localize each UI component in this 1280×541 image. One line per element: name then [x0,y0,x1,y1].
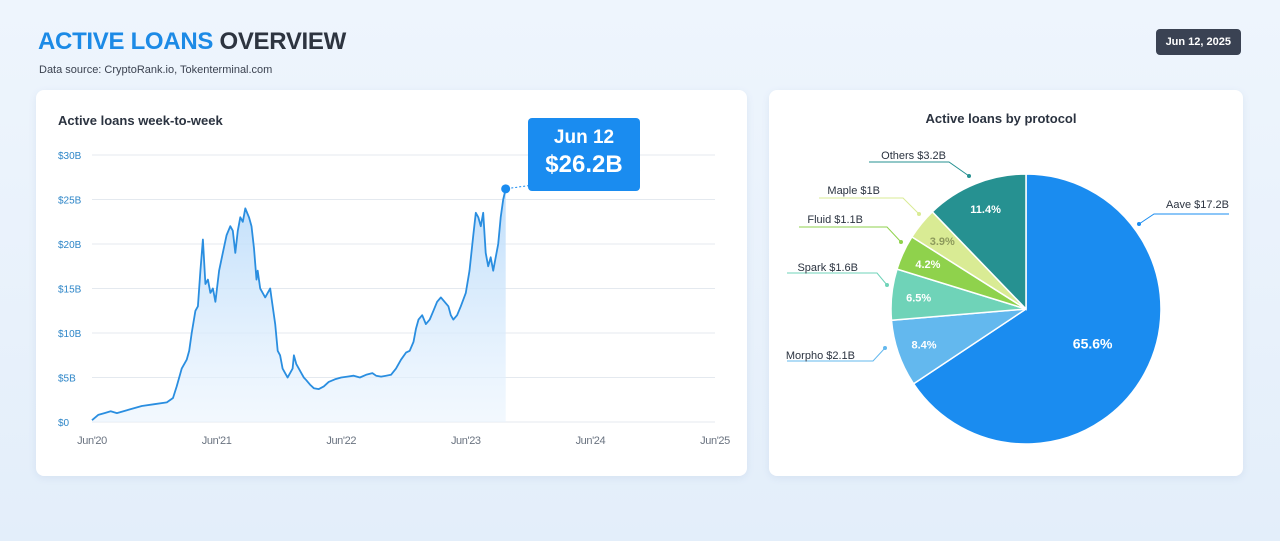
callout-label: Aave $17.2B [1166,199,1229,211]
page-title: ACTIVE LOANS OVERVIEW [38,28,346,56]
callout-label: Morpho $2.1B [786,350,855,362]
x-tick-label: Jun'25 [700,435,730,447]
callout-line [787,272,888,286]
y-tick-label: $20B [58,240,82,251]
title-accent: ACTIVE LOANS [38,28,214,55]
callout-line [819,197,920,215]
slice-percent-label: 8.4% [911,340,936,352]
y-tick-label: $30B [58,151,82,162]
pie-chart: Active loans by protocol 65.6% Aave $17.2B… [786,111,1229,445]
y-tick-label: $15B [58,285,82,296]
callout-dot [899,240,903,244]
slice-percent-label: 65.6% [1073,336,1113,352]
y-tick-label: $5B [58,374,76,385]
callout-line [1138,213,1229,225]
area-fill [92,188,506,422]
callout-dot [967,174,971,178]
line-chart-card: Active loans week-to-week $0 $5B $10B $15B $2… [36,90,747,476]
x-tick-label: Jun'20 [77,435,107,447]
slice-percent-label: 3.9% [930,236,955,248]
callout-line [869,161,970,177]
data-source: Data source: CryptoRank.io, Tokentermina… [39,64,273,76]
callout-dot [917,212,921,216]
callout-dot [883,346,887,350]
pie-slice-aave [912,173,1162,445]
tooltip-date: Jun 12 [553,127,615,148]
tooltip-value: $26.2B [545,151,623,178]
line-chart: Active loans week-to-week $0 $5B $10B $15B $2… [58,113,731,447]
title-rest: OVERVIEW [219,28,346,55]
x-tick-label: Jun'22 [326,435,356,447]
pie-slice-others [931,173,1027,311]
last-point-marker [501,184,511,194]
date-badge: Jun 12, 2025 [1155,29,1241,55]
x-tick-label: Jun'21 [202,435,232,447]
y-tick-label: $0 [58,418,70,429]
x-tick-label: Jun'23 [451,435,481,447]
y-tick-label: $10B [58,329,82,340]
slice-percent-label: 6.5% [906,292,931,304]
callout-label: Maple $1B [827,185,880,197]
callout-dot [885,283,889,287]
series-line [91,188,507,421]
pie-chart-card: Active loans by protocol 65.6% Aave $17.2B… [769,90,1243,476]
pie-chart-title: Active loans by protocol [926,111,1077,126]
x-tick-label: Jun'24 [576,435,606,447]
callout-label: Spark $1.6B [797,262,858,274]
y-tick-label: $25B [58,196,82,207]
slice-percent-label: 11.4% [970,204,1001,216]
callout-label: Others $3.2B [881,150,946,162]
callout-line [799,226,902,243]
value-tooltip: Jun 12 $26.2B [528,118,640,191]
callout-label: Fluid $1.1B [807,214,863,226]
callout-dot [1137,222,1141,226]
slice-percent-label: 4.2% [915,259,940,271]
line-chart-title: Active loans week-to-week [58,113,223,128]
callout-line [787,347,886,362]
